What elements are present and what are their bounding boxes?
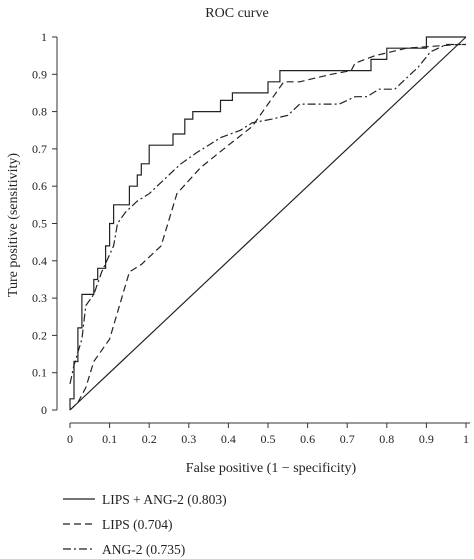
legend-label-0: LIPS + ANG-2 (0.803) [102,492,227,507]
y-tick-label: 0.2 [32,328,47,342]
x-axis-ticks: 0 0.1 0.2 0.3 0.4 0.5 0.6 0.7 0.8 0.9 1 [67,423,469,446]
legend-label-2: ANG-2 (0.735) [102,542,185,557]
y-tick-label: 0.4 [32,254,47,268]
x-tick-label: 0.2 [142,432,157,446]
x-tick-label: 0.8 [379,432,394,446]
series-line-1 [69,43,466,411]
roc-curves [69,36,467,411]
series-line-2 [69,43,466,385]
plot-frame [56,37,470,424]
x-tick-label: 0.9 [419,432,434,446]
legend-label-1: LIPS (0.704) [102,517,173,532]
y-tick-label: 0.3 [32,291,47,305]
reference-diagonal-line [69,36,467,411]
y-tick-label: 0.6 [32,179,47,193]
legend: LIPS + ANG-2 (0.803) LIPS (0.704) ANG-2 (0… [63,492,227,557]
x-tick-label: 0.3 [181,432,196,446]
series-line-0 [69,36,466,410]
x-tick-label: 0 [67,432,73,446]
y-tick-label: 0.7 [32,142,47,156]
x-tick-label: 0.4 [221,432,236,446]
y-axis-ticks: 0 0.1 0.2 0.3 0.4 0.5 0.6 0.7 0.8 0.9 1 [32,30,57,417]
y-axis-title: Ture positive (sensitivity) [6,153,21,297]
y-tick-label: 1 [41,30,47,44]
x-tick-label: 0.6 [300,432,315,446]
y-tick-label: 0.5 [32,217,47,231]
y-tick-label: 0.9 [32,67,47,81]
x-tick-label: 0.7 [340,432,355,446]
x-tick-label: 1 [463,432,469,446]
y-tick-label: 0.1 [32,366,47,380]
chart-title: ROC curve [205,6,268,21]
y-tick-label: 0 [41,403,47,417]
y-tick-label: 0.8 [32,105,47,119]
x-tick-label: 0.5 [261,432,276,446]
x-tick-label: 0.1 [102,432,117,446]
x-axis-title: False positive (1 − specificity) [186,461,357,476]
